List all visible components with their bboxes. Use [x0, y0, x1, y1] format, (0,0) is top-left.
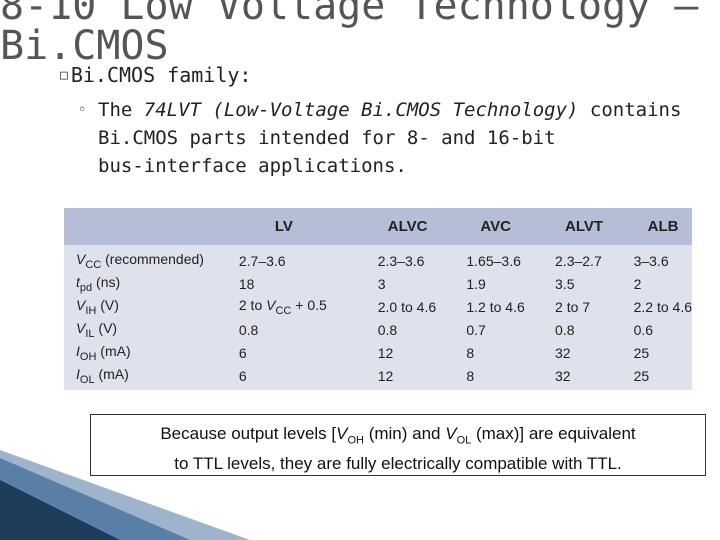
cell-var: V	[266, 296, 276, 313]
swoosh-dark-shape	[0, 480, 120, 540]
header-cell: ALVC	[387, 218, 428, 235]
table-cell: 2.3–3.6	[377, 252, 425, 269]
row-label-symbol: V	[76, 250, 86, 267]
table-cell: 2 to 7	[555, 298, 591, 315]
table-cell: 6	[238, 367, 247, 384]
note-sub-2: OL	[456, 434, 472, 447]
table-cell: 8	[466, 367, 475, 384]
table-cell: 0.8	[238, 321, 259, 338]
row-label-subscript: OH	[79, 350, 97, 363]
table-cell: 12	[377, 367, 394, 384]
comparison-table-panel: LV ALVC AVC ALVT ALB VCC (recommended) 2.…	[64, 208, 692, 390]
header-cell: ALB	[647, 218, 679, 235]
table-cell: 2.3–2.7	[555, 252, 602, 269]
row-label-symbol: I	[76, 342, 80, 359]
title-line-2: Bi.CMOS	[0, 23, 169, 69]
note-var-1: V	[336, 424, 348, 443]
table-cell: 0.7	[466, 321, 486, 338]
table-cell: 2	[633, 275, 642, 292]
table-cell: 0.8	[377, 321, 398, 338]
table-cell: 32	[555, 367, 571, 384]
slide-title: 8-10 Low Voltage Technology – Bi.CMOS	[0, 0, 698, 66]
sub-line1-suffix: contains	[578, 99, 682, 121]
sub-bullet-text: The 74LVT (Low-Voltage Bi.CMOS Technolog…	[98, 96, 718, 180]
note-var-2: V	[445, 424, 457, 443]
ring-bullet-icon: ◦	[78, 102, 87, 118]
row-label: tpd (ns)	[64, 272, 239, 295]
table-cell: 25	[633, 344, 650, 361]
row-label: VIL (V)	[64, 318, 239, 341]
row-label-subscript: IH	[85, 304, 97, 317]
table-cell: 6	[238, 344, 247, 361]
row-label-subscript: OL	[79, 373, 95, 386]
row-label-unit: (ns)	[92, 273, 121, 290]
sub-line2: Bi.CMOS parts intended for 8- and 16-bit	[98, 127, 556, 149]
table-cell: 2.2 to 4.6	[633, 298, 692, 315]
note-text-1: Because output levels [	[160, 424, 337, 443]
table-row: VIL (V) 0.8 0.8 0.7 0.8 0.6	[64, 318, 692, 341]
row-label-symbol: I	[76, 365, 80, 382]
table-row: VCC (recommended) 2.7–3.6 2.3–3.6 1.65–3.6 2…	[64, 245, 692, 272]
row-label-unit: (mA)	[96, 342, 131, 359]
table-cell: 32	[555, 344, 571, 361]
row-label: IOL (mA)	[64, 364, 239, 387]
table-cell: 1.65–3.6	[466, 252, 521, 269]
main-bullet-text: Bi.CMOS family:	[70, 63, 252, 87]
table-row: VIH (V) 2 to VCC + 0.5 2.0 to 4.6 1.2 to 4.…	[64, 295, 692, 318]
header-cell	[64, 208, 239, 245]
table-row: IOL (mA) 6 12 8 32 25	[64, 364, 692, 387]
header-cell: ALVT	[565, 218, 604, 235]
cell-text: + 0.5	[291, 296, 327, 313]
table-cell: 18	[238, 275, 255, 292]
comparison-table: LV ALVC AVC ALVT ALB VCC (recommended) 2.…	[64, 208, 692, 387]
table-cell: 12	[377, 344, 394, 361]
note-line-2: to TTL levels, they are fully electrical…	[174, 454, 622, 474]
sub-prefix: The	[98, 99, 144, 121]
row-label-symbol: t	[76, 273, 80, 290]
bullet-square-icon: □	[60, 68, 68, 83]
table-cell: 1.2 to 4.6	[466, 298, 525, 315]
header-cell: LV	[274, 218, 293, 235]
table-cell: 25	[633, 367, 650, 384]
row-label: IOH (mA)	[64, 341, 239, 364]
header-cell: AVC	[480, 218, 511, 235]
table-row: tpd (ns) 18 3 1.9 3.5 2	[64, 272, 692, 295]
sub-bullet: ◦ The 74LVT (Low-Voltage Bi.CMOS Technol…	[78, 96, 718, 180]
sub-italic: 74LVT (Low-Voltage Bi.CMOS Technology)	[143, 99, 579, 121]
table-cell: 1.9	[466, 275, 486, 292]
note-text-2: (min) and	[363, 424, 446, 443]
row-label-symbol: V	[76, 319, 86, 336]
table-cell: 3–3.6	[633, 252, 669, 269]
row-label-unit: (V)	[94, 319, 118, 336]
row-label-unit: (recommended)	[101, 250, 204, 267]
cell-text: 2 to	[238, 296, 267, 313]
table-cell: 2 to VCC + 0.5	[239, 295, 378, 318]
title-line-1: 8-10 Low Voltage Technology –	[0, 0, 699, 29]
row-label-symbol: V	[76, 296, 86, 313]
table-row: IOH (mA) 6 12 8 32 25	[64, 341, 692, 364]
sub-line3: bus-interface applications.	[98, 155, 407, 177]
table-cell: 3	[377, 275, 386, 292]
table-cell: 3.5	[555, 275, 575, 292]
row-label: VIH (V)	[64, 295, 239, 318]
row-label: VCC (recommended)	[64, 245, 239, 272]
row-label-subscript: CC	[85, 258, 102, 271]
note-sub-1: OH	[347, 434, 364, 447]
note-text-3: (max)] are equivalent	[471, 424, 636, 443]
table-cell: 8	[466, 344, 475, 361]
row-label-unit: (V)	[96, 296, 119, 313]
main-bullet: □ Bi.CMOS family:	[60, 63, 251, 87]
row-label-unit: (mA)	[94, 365, 129, 382]
table-cell: 0.8	[555, 321, 575, 338]
table-cell: 2.7–3.6	[238, 252, 286, 269]
table-header-row: LV ALVC AVC ALVT ALB	[64, 208, 692, 245]
row-label-subscript: IL	[85, 327, 95, 340]
table-cell: 0.6	[633, 321, 654, 338]
note-box: Because output levels [VOH (min) and VOL…	[90, 414, 706, 476]
row-label-subscript: pd	[79, 281, 93, 294]
table-cell: 2.0 to 4.6	[377, 298, 437, 315]
cell-subscript: CC	[275, 304, 292, 317]
decorative-swoosh	[0, 450, 250, 540]
